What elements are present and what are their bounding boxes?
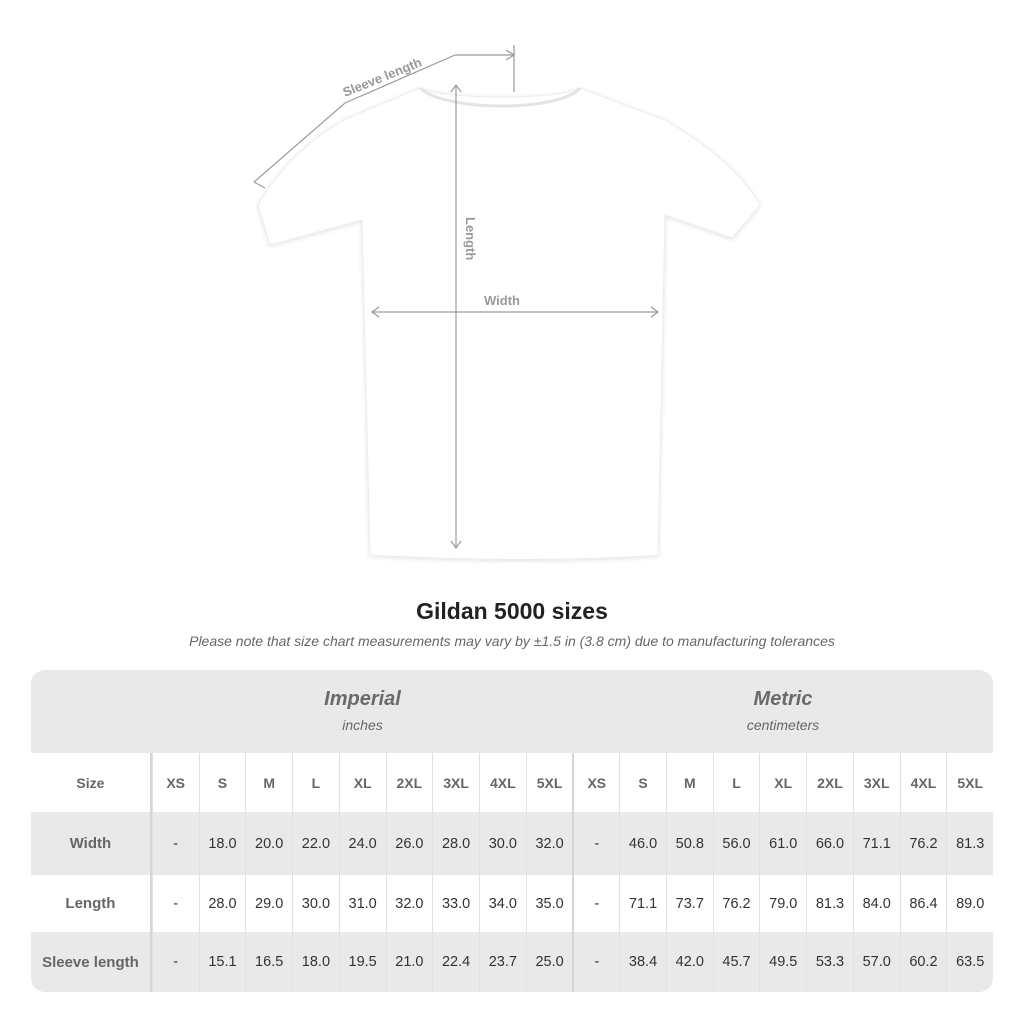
imperial-value-cell: 32.0 <box>385 875 433 932</box>
imperial-value-cell: 19.5 <box>338 932 386 992</box>
length-label: Length <box>463 217 478 260</box>
metric-value-cell: 79.0 <box>759 875 806 932</box>
imperial-value-cell: 31.0 <box>338 875 386 932</box>
imperial-value-cell: 35.0 <box>525 875 573 932</box>
table-row: Width -18.0 20.0 22.0 24.0 26.0 28.0 30.0 32.0-4… <box>31 812 993 875</box>
imperial-value-cell: 33.0 <box>432 875 479 932</box>
imperial-value-cell: 18.0 <box>198 812 246 875</box>
size-4xl-imperial: 4XL <box>478 753 526 812</box>
imperial-value-cell: 25.0 <box>525 932 573 992</box>
metric-value-cell: 71.1 <box>852 812 900 875</box>
imperial-value-cell: 32.0 <box>525 812 573 875</box>
size-label: Size <box>31 753 152 812</box>
metric-unit: centimeters <box>746 717 820 733</box>
size-table: Imperial inches Metric centimeters Size X… <box>31 670 993 992</box>
metric-value-cell: - <box>572 875 619 932</box>
metric-value-cell: 86.4 <box>899 875 947 932</box>
metric-value-cell: 63.5 <box>946 932 993 992</box>
size-2xl-imperial: 2XL <box>385 753 433 812</box>
metric-value-cell: 66.0 <box>806 812 853 875</box>
imperial-value-cell: 28.0 <box>432 812 479 875</box>
size-xs-metric: XS <box>572 753 619 812</box>
chart-title: Gildan 5000 sizes <box>416 598 608 624</box>
size-s-metric: S <box>619 753 666 812</box>
imperial-value-cell: 30.0 <box>478 812 526 875</box>
imperial-value-cell: 22.4 <box>432 932 479 992</box>
size-3xl-imperial: 3XL <box>432 753 479 812</box>
metric-heading: Metric <box>753 688 813 710</box>
metric-value-cell: 49.5 <box>759 932 806 992</box>
metric-value-cell: 46.0 <box>619 812 666 875</box>
metric-value-cell: 81.3 <box>806 875 853 932</box>
size-l-imperial: L <box>292 753 339 812</box>
size-s-imperial: S <box>198 753 246 812</box>
imperial-value-cell: - <box>151 875 199 932</box>
imperial-value-cell: 23.7 <box>478 932 526 992</box>
row-label: Sleeve length <box>31 932 152 992</box>
size-5xl-metric: 5XL <box>946 753 993 812</box>
tshirt-diagram: Sleeve length Length Width <box>253 45 761 561</box>
metric-value-cell: - <box>572 812 619 875</box>
imperial-heading: Imperial <box>324 688 401 710</box>
sleeve-line <box>253 102 346 183</box>
size-xs-imperial: XS <box>151 753 199 812</box>
tshirt-shape <box>257 87 761 561</box>
table-row: Sleeve length -15.1 16.5 18.0 19.5 21.0 22.4 23… <box>31 932 993 992</box>
imperial-value-cell: 26.0 <box>385 812 433 875</box>
imperial-value-cell: 29.0 <box>245 875 292 932</box>
table-row: Length -28.0 29.0 30.0 31.0 32.0 33.0 34.0 35.0-… <box>31 875 993 932</box>
size-3xl-metric: 3XL <box>852 753 900 812</box>
metric-value-cell: 81.3 <box>946 812 993 875</box>
imperial-value-cell: 30.0 <box>292 875 339 932</box>
metric-value-cell: 84.0 <box>852 875 900 932</box>
size-2xl-metric: 2XL <box>806 753 853 812</box>
metric-value-cell: 61.0 <box>759 812 806 875</box>
metric-value-cell: - <box>572 932 619 992</box>
imperial-value-cell: 28.0 <box>198 875 246 932</box>
row-label: Width <box>31 812 152 875</box>
metric-value-cell: 45.7 <box>712 932 760 992</box>
size-l-metric: L <box>712 753 760 812</box>
metric-header: Metric centimeters <box>573 670 993 753</box>
imperial-value-cell: 24.0 <box>338 812 386 875</box>
metric-value-cell: 76.2 <box>712 875 760 932</box>
size-xl-imperial: XL <box>338 753 386 812</box>
imperial-value-cell: 22.0 <box>292 812 339 875</box>
size-m-metric: M <box>665 753 713 812</box>
imperial-value-cell: - <box>151 812 199 875</box>
imperial-value-cell: 18.0 <box>292 932 339 992</box>
imperial-value-cell: 15.1 <box>198 932 246 992</box>
metric-value-cell: 76.2 <box>899 812 947 875</box>
size-4xl-metric: 4XL <box>899 753 947 812</box>
imperial-value-cell: - <box>151 932 199 992</box>
imperial-value-cell: 16.5 <box>245 932 292 992</box>
metric-value-cell: 71.1 <box>619 875 666 932</box>
size-5xl-imperial: 5XL <box>525 753 573 812</box>
row-label: Length <box>31 875 152 932</box>
size-m-imperial: M <box>245 753 292 812</box>
imperial-unit: inches <box>342 717 383 733</box>
metric-value-cell: 42.0 <box>665 932 713 992</box>
metric-value-cell: 53.3 <box>806 932 853 992</box>
imperial-header: Imperial inches <box>152 670 573 753</box>
metric-value-cell: 50.8 <box>665 812 713 875</box>
metric-value-cell: 89.0 <box>946 875 993 932</box>
size-header-row: Size XS S M L XL 2XL 3XL 4XL 5XL XS S M L XL 2XL 3XL 4XL 5… <box>31 753 993 812</box>
imperial-value-cell: 34.0 <box>478 875 526 932</box>
metric-value-cell: 73.7 <box>665 875 713 932</box>
imperial-value-cell: 21.0 <box>385 932 433 992</box>
metric-value-cell: 57.0 <box>852 932 900 992</box>
metric-value-cell: 56.0 <box>712 812 760 875</box>
size-xl-metric: XL <box>759 753 806 812</box>
metric-value-cell: 60.2 <box>899 932 947 992</box>
metric-value-cell: 38.4 <box>619 932 666 992</box>
width-label: Width <box>484 293 520 308</box>
tolerance-note: Please note that size chart measurements… <box>189 633 835 649</box>
imperial-value-cell: 20.0 <box>245 812 292 875</box>
